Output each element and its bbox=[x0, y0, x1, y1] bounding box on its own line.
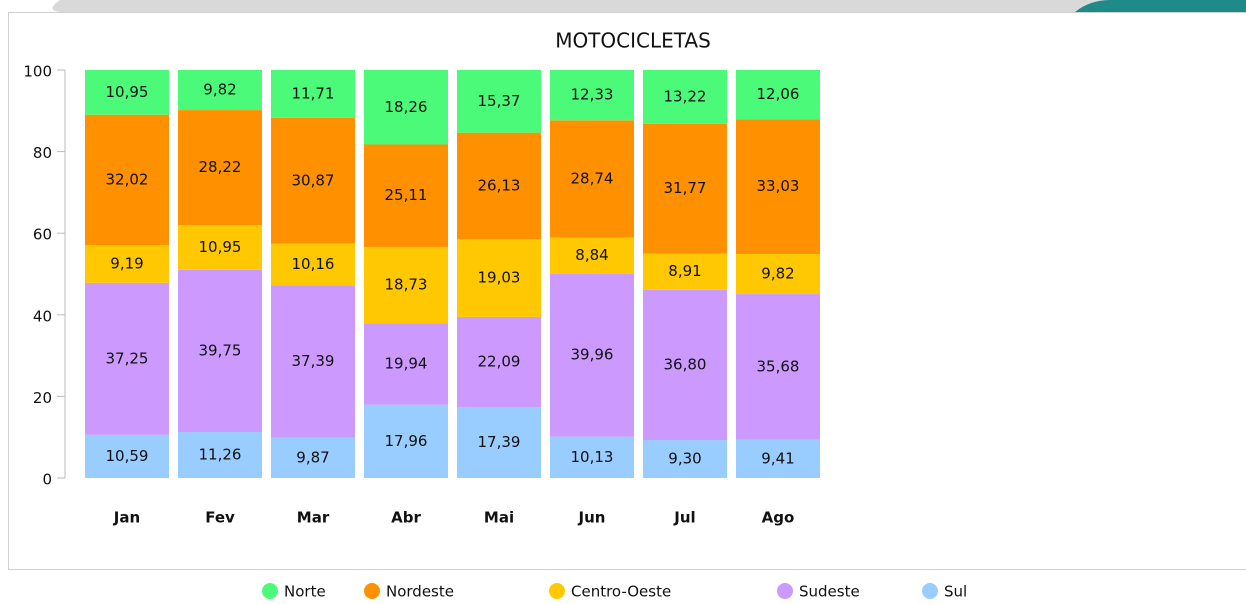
data-label: 9,82 bbox=[761, 265, 794, 283]
legend-label: Norte bbox=[284, 583, 326, 601]
data-label: 28,22 bbox=[199, 158, 242, 176]
x-tick-label: Abr bbox=[391, 509, 421, 527]
legend-swatch bbox=[549, 583, 565, 599]
data-label: 9,87 bbox=[296, 448, 329, 466]
data-label: 18,73 bbox=[385, 276, 428, 294]
data-label: 10,13 bbox=[571, 448, 614, 466]
legend-label: Sul bbox=[944, 583, 967, 601]
top-bar bbox=[53, 0, 1246, 12]
legend-label: Sudeste bbox=[799, 583, 860, 601]
chart-title: MOTOCICLETAS bbox=[555, 29, 711, 53]
data-label: 35,68 bbox=[757, 357, 800, 375]
x-tick-label: Fev bbox=[205, 509, 235, 527]
data-label: 13,22 bbox=[664, 87, 707, 105]
y-tick-label: 100 bbox=[23, 63, 52, 81]
data-label: 37,25 bbox=[106, 349, 149, 367]
data-label: 36,80 bbox=[664, 355, 707, 373]
corner-badge bbox=[1075, 0, 1246, 12]
data-label: 31,77 bbox=[664, 179, 707, 197]
data-label: 8,84 bbox=[575, 246, 608, 264]
data-label: 11,71 bbox=[292, 84, 335, 102]
legend-swatch bbox=[922, 583, 938, 599]
y-tick-label: 80 bbox=[33, 144, 52, 162]
data-label: 8,91 bbox=[668, 262, 701, 280]
x-tick-label: Jul bbox=[673, 509, 695, 527]
data-label: 9,30 bbox=[668, 450, 701, 468]
data-label: 15,37 bbox=[478, 92, 521, 110]
y-tick-label: 0 bbox=[42, 471, 52, 489]
legend-swatch bbox=[364, 583, 380, 599]
data-label: 25,11 bbox=[385, 186, 428, 204]
data-label: 10,95 bbox=[106, 83, 149, 101]
data-label: 10,59 bbox=[106, 447, 149, 465]
data-label: 18,26 bbox=[385, 98, 428, 116]
data-label: 19,03 bbox=[478, 269, 521, 287]
y-tick-label: 40 bbox=[33, 307, 52, 325]
x-tick-label: Jun bbox=[578, 509, 606, 527]
data-label: 12,06 bbox=[757, 85, 800, 103]
x-tick-label: Mai bbox=[484, 509, 514, 527]
data-label: 17,39 bbox=[478, 433, 521, 451]
legend-label: Nordeste bbox=[386, 583, 454, 601]
y-tick-label: 60 bbox=[33, 226, 52, 244]
data-label: 22,09 bbox=[478, 352, 521, 370]
data-label: 12,33 bbox=[571, 86, 614, 104]
data-label: 19,94 bbox=[385, 355, 428, 373]
legend-swatch bbox=[262, 583, 278, 599]
data-label: 17,96 bbox=[385, 432, 428, 450]
data-label: 9,82 bbox=[203, 81, 236, 99]
data-label: 39,75 bbox=[199, 341, 242, 359]
data-label: 33,03 bbox=[757, 177, 800, 195]
data-label: 10,95 bbox=[199, 238, 242, 256]
data-label: 28,74 bbox=[571, 169, 614, 187]
data-label: 30,87 bbox=[292, 171, 335, 189]
data-label: 39,96 bbox=[571, 346, 614, 364]
legend-swatch bbox=[777, 583, 793, 599]
data-label: 9,19 bbox=[110, 255, 143, 273]
data-label: 37,39 bbox=[292, 352, 335, 370]
x-tick-label: Ago bbox=[762, 509, 795, 527]
y-tick-label: 20 bbox=[33, 389, 52, 407]
data-label: 32,02 bbox=[106, 170, 149, 188]
data-label: 10,16 bbox=[292, 255, 335, 273]
data-label: 9,41 bbox=[761, 449, 794, 467]
data-label: 26,13 bbox=[478, 176, 521, 194]
x-tick-label: Jan bbox=[113, 509, 140, 527]
data-label: 11,26 bbox=[199, 446, 242, 464]
x-tick-label: Mar bbox=[297, 509, 330, 527]
legend-label: Centro-Oeste bbox=[571, 583, 671, 601]
